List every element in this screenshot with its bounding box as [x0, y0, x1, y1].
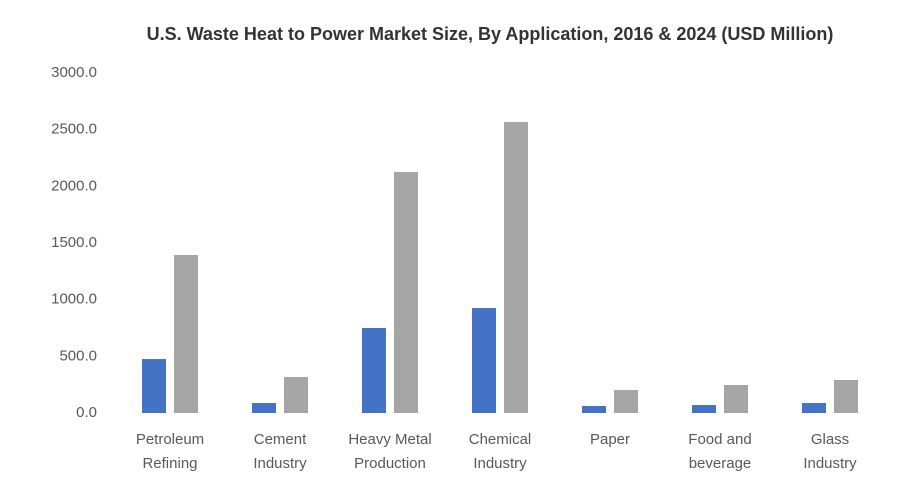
bar — [472, 308, 496, 413]
y-tick-label: 2000.0 — [51, 177, 97, 194]
x-tick-label: Heavy Metal Production — [348, 431, 431, 472]
bar — [142, 359, 166, 413]
y-tick-label: 0.0 — [76, 404, 97, 421]
bar — [692, 405, 716, 413]
bar — [834, 380, 858, 413]
bar — [174, 255, 198, 413]
x-tick-label: Food and beverage — [688, 431, 751, 472]
x-tick-label: Chemical Industry — [469, 431, 532, 472]
bar — [252, 403, 276, 413]
bar — [724, 385, 748, 413]
y-tick-label: 1000.0 — [51, 291, 97, 308]
bar — [802, 403, 826, 413]
bar — [394, 171, 418, 413]
bar — [582, 405, 606, 413]
bar — [614, 389, 638, 413]
x-tick-label: Cement Industry — [253, 431, 307, 472]
bar — [504, 121, 528, 414]
y-tick-label: 3000.0 — [51, 64, 97, 81]
x-tick-label: Paper — [590, 431, 630, 448]
y-tick-label: 2500.0 — [51, 121, 97, 138]
x-tick-label: Petroleum Refining — [136, 431, 204, 472]
bar — [362, 328, 386, 413]
chart-title: U.S. Waste Heat to Power Market Size, By… — [147, 24, 834, 44]
y-tick-label: 500.0 — [59, 347, 97, 364]
x-tick-label: Glass Industry — [803, 431, 857, 472]
bar — [284, 376, 308, 413]
y-tick-label: 1500.0 — [51, 234, 97, 251]
